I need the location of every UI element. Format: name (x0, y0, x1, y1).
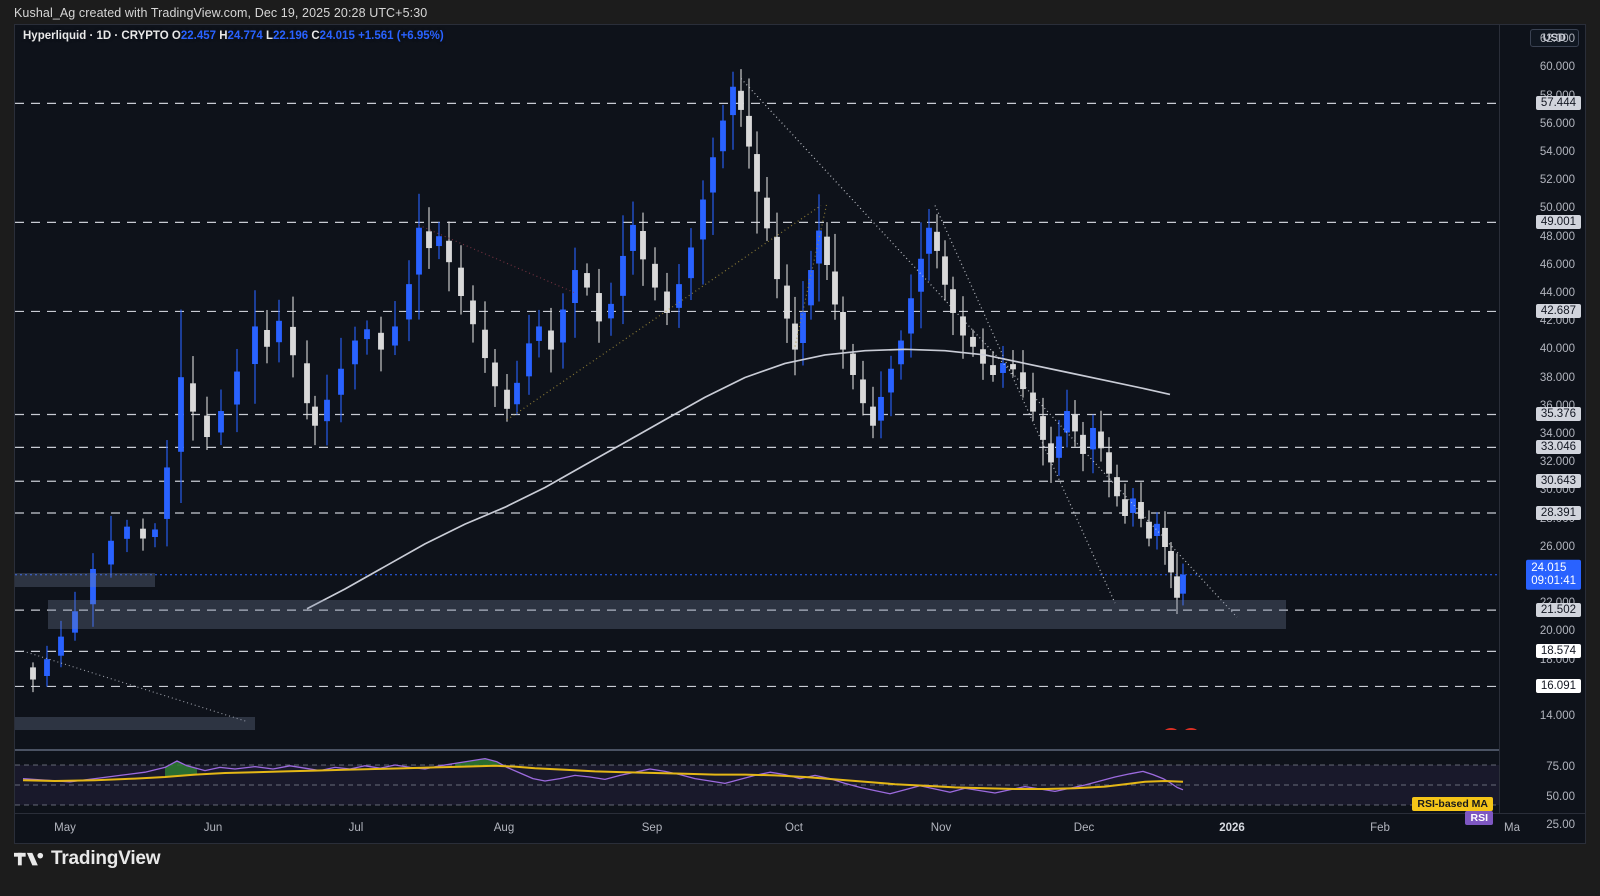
price-tick: 60.000 (1539, 61, 1575, 74)
legend-close-value: 24.015 (319, 30, 355, 42)
chart-frame[interactable]: Hyperliquid · 1D · CRYPTO O22.457 H24.77… (14, 24, 1586, 844)
legend-open-label: O (171, 30, 181, 42)
price-level-label[interactable]: 28.391 (1535, 505, 1581, 520)
legend-close-label: C (311, 30, 320, 42)
tradingview-logo[interactable]: TradingView (14, 848, 161, 870)
legend-low-value: 22.196 (272, 30, 309, 42)
currency-chip[interactable]: USD (1529, 29, 1579, 47)
time-tick: Jun (203, 822, 223, 834)
rsi-badge[interactable]: RSI (1465, 811, 1493, 825)
rsi-price-scale[interactable]: 75.00 50.00 25.00 (1499, 753, 1585, 831)
price-tick: 54.000 (1539, 145, 1575, 158)
chart-legend[interactable]: Hyperliquid · 1D · CRYPTO O22.457 H24.77… (23, 30, 444, 42)
price-scale[interactable]: USD 62.00060.00058.00056.00054.00052.000… (1499, 25, 1585, 843)
time-tick: 2026 (1219, 822, 1245, 834)
demand-zone-lower (15, 717, 255, 730)
price-tick: 34.000 (1539, 427, 1575, 440)
time-tick: Ma (1504, 822, 1520, 834)
price-level-label[interactable]: 42.687 (1535, 304, 1581, 319)
price-tick: 20.000 (1539, 625, 1575, 638)
price-level-label[interactable]: 16.091 (1535, 679, 1581, 694)
time-tick: Dec (1073, 822, 1095, 834)
rsi-tick: 25.00 (1546, 819, 1575, 831)
supply-zone-left (15, 573, 155, 587)
legend-high-label: H (219, 30, 228, 42)
price-tick: 52.000 (1539, 174, 1575, 187)
price-level-label[interactable]: 33.046 (1535, 440, 1581, 455)
price-tick: 26.000 (1539, 540, 1575, 553)
legend-symbol[interactable]: Hyperliquid · 1D · CRYPTO (23, 30, 169, 42)
legend-low-label: L (265, 30, 273, 42)
legend-high-value: 24.774 (227, 30, 263, 42)
price-tick: 50.000 (1539, 202, 1575, 215)
price-tick: 14.000 (1539, 709, 1575, 722)
price-level-label[interactable]: 18.574 (1535, 644, 1581, 659)
rsi-ma-badge[interactable]: RSI-based MA (1412, 797, 1493, 811)
rsi-tick: 50.00 (1546, 791, 1575, 803)
pane-separator[interactable] (15, 749, 1501, 751)
time-tick: Nov (930, 822, 952, 834)
legend-open-value: 22.457 (180, 30, 217, 42)
price-tick: 44.000 (1539, 286, 1575, 299)
rsi-pane[interactable] (15, 753, 1501, 813)
price-tick: 46.000 (1539, 258, 1575, 271)
price-pane[interactable] (15, 25, 1501, 730)
tradingview-wordmark: TradingView (51, 848, 161, 869)
price-level-label[interactable]: 35.376 (1535, 407, 1581, 422)
time-tick: May (54, 822, 76, 834)
attribution-text: Kushal_Ag created with TradingView.com, … (14, 6, 428, 20)
price-tick: 56.000 (1539, 117, 1575, 130)
price-tick: 48.000 (1539, 230, 1575, 243)
rsi-chart-svg (15, 757, 1501, 806)
price-tick: 62.000 (1539, 33, 1575, 46)
price-level-label[interactable]: 57.444 (1535, 96, 1581, 111)
current-price-label[interactable]: 24.015 09:01:41 (1526, 559, 1581, 590)
price-tick: 32.000 (1539, 456, 1575, 469)
time-tick: Jul (348, 822, 364, 834)
price-level-label[interactable]: 49.001 (1535, 215, 1581, 230)
demand-zone-main (48, 600, 1286, 629)
price-level-label[interactable]: 21.502 (1535, 603, 1581, 618)
time-tick: Feb (1370, 822, 1390, 834)
rsi-tick: 75.00 (1546, 761, 1575, 773)
time-tick: Oct (785, 822, 803, 834)
time-tick: Sep (641, 822, 663, 834)
time-scale[interactable]: May Jun Jul Aug Sep Oct Nov Dec 2026 Feb Ma (15, 813, 1585, 843)
legend-change: +1.561 (+6.95%) (358, 30, 444, 42)
tradingview-mark-icon (14, 852, 44, 865)
price-tick: 40.000 (1539, 343, 1575, 356)
price-level-label[interactable]: 30.643 (1535, 474, 1581, 489)
price-chart-svg (15, 69, 1501, 723)
price-tick: 38.000 (1539, 371, 1575, 384)
time-tick: Aug (493, 822, 515, 834)
